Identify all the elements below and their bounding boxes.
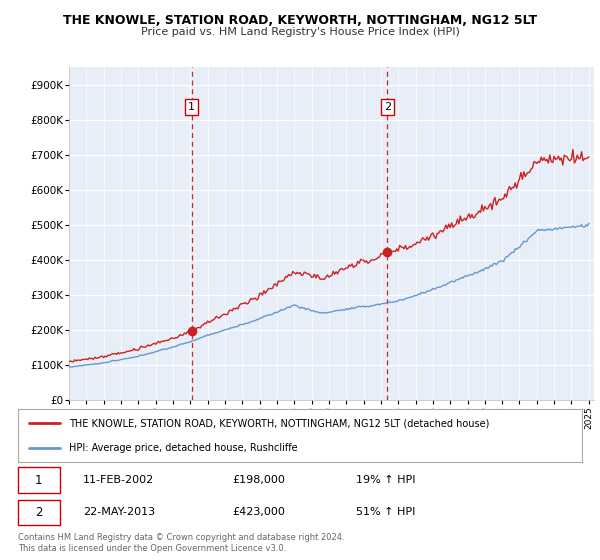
Text: £198,000: £198,000 — [232, 475, 285, 486]
Text: THE KNOWLE, STATION ROAD, KEYWORTH, NOTTINGHAM, NG12 5LT: THE KNOWLE, STATION ROAD, KEYWORTH, NOTT… — [63, 14, 537, 27]
Text: 22-MAY-2013: 22-MAY-2013 — [83, 507, 155, 517]
Text: 2: 2 — [384, 102, 391, 112]
Text: 1: 1 — [188, 102, 195, 112]
Text: £423,000: £423,000 — [232, 507, 285, 517]
Text: 1: 1 — [35, 474, 43, 487]
Text: 2: 2 — [35, 506, 43, 519]
FancyBboxPatch shape — [18, 468, 60, 493]
Text: THE KNOWLE, STATION ROAD, KEYWORTH, NOTTINGHAM, NG12 5LT (detached house): THE KNOWLE, STATION ROAD, KEYWORTH, NOTT… — [69, 418, 489, 428]
Text: Price paid vs. HM Land Registry's House Price Index (HPI): Price paid vs. HM Land Registry's House … — [140, 27, 460, 37]
Text: 11-FEB-2002: 11-FEB-2002 — [83, 475, 154, 486]
Text: 51% ↑ HPI: 51% ↑ HPI — [356, 507, 416, 517]
Text: HPI: Average price, detached house, Rushcliffe: HPI: Average price, detached house, Rush… — [69, 442, 298, 452]
Text: Contains HM Land Registry data © Crown copyright and database right 2024.
This d: Contains HM Land Registry data © Crown c… — [18, 533, 344, 553]
FancyBboxPatch shape — [18, 500, 60, 525]
Text: 19% ↑ HPI: 19% ↑ HPI — [356, 475, 416, 486]
